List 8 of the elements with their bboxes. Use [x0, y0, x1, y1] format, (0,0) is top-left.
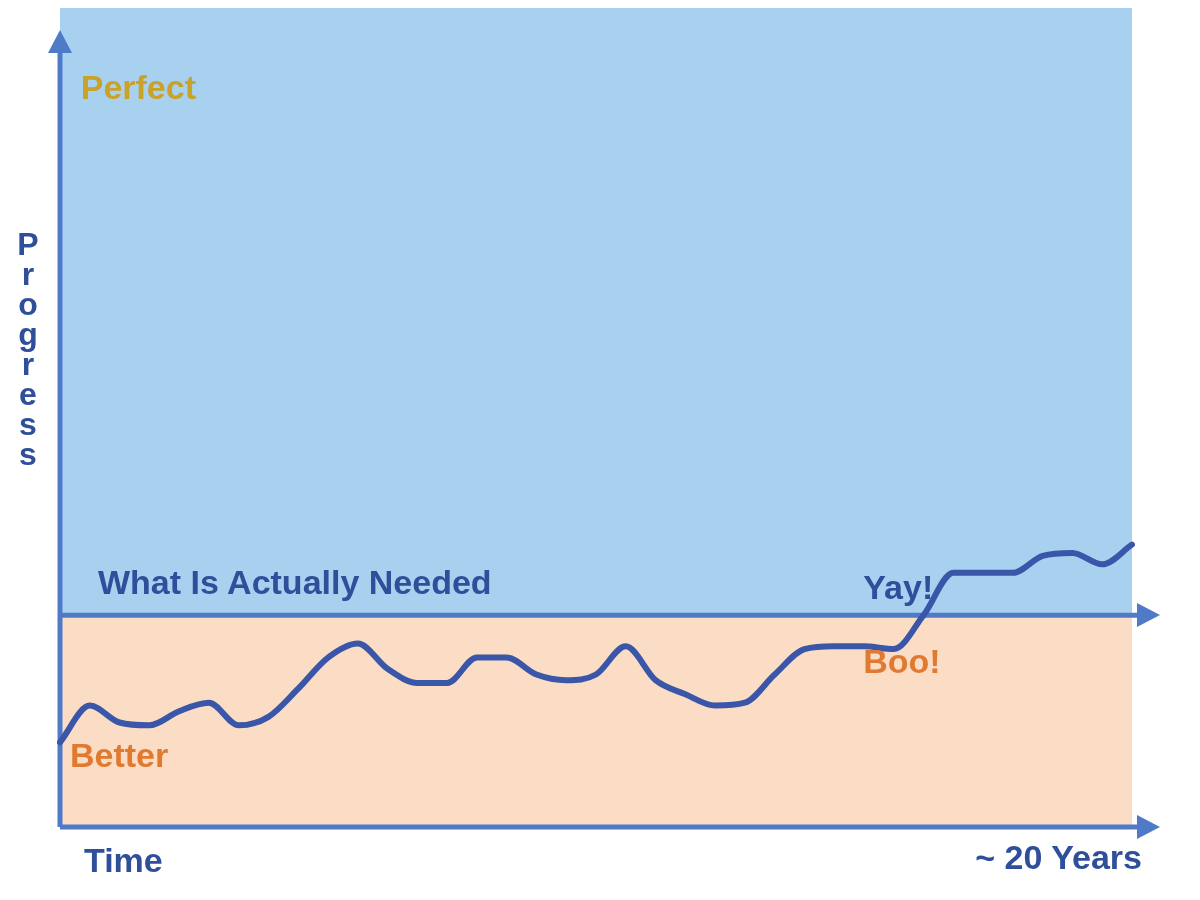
text: Perfect [80, 68, 196, 107]
text: ~ 20 Years [975, 838, 1142, 877]
x-axis-title: Time [84, 841, 163, 880]
annotation: Yay! [863, 567, 934, 606]
ref-line-label: What Is Actually Needed [98, 562, 492, 601]
annotation: Better [70, 735, 169, 774]
y-axis-title: Progress [17, 225, 39, 472]
annotation: Boo! [863, 641, 941, 680]
